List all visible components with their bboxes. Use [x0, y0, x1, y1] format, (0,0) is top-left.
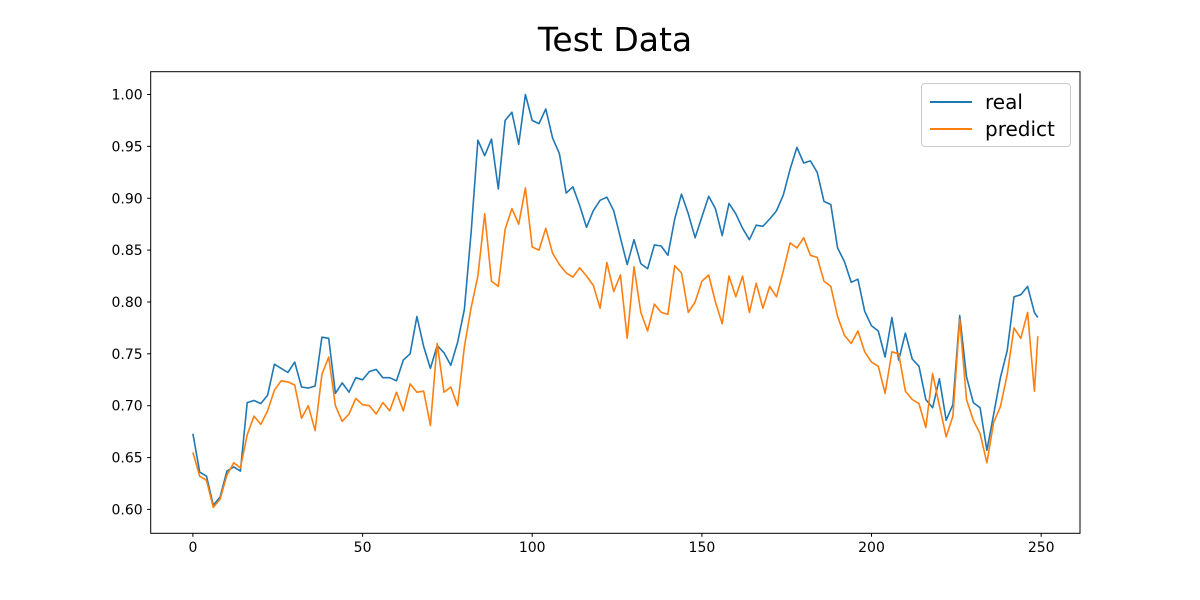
y-axis-tick-label: 0.70 — [112, 399, 143, 415]
legend-line-sample-real — [930, 100, 972, 103]
x-axis-tick-label: 50 — [354, 540, 372, 556]
legend-label-real: real — [985, 89, 1023, 114]
y-axis-tick-label: 1.00 — [112, 88, 143, 104]
y-axis-tick-label: 0.85 — [112, 243, 143, 259]
legend: real predict — [921, 83, 1071, 147]
legend-item-real: real — [930, 92, 1060, 112]
y-axis-tick-label: 0.65 — [112, 451, 143, 467]
legend-item-predict: predict — [930, 119, 1060, 139]
x-axis-tick-label: 200 — [858, 540, 885, 556]
x-axis-tick-label: 250 — [1028, 540, 1055, 556]
series-real-line — [192, 93, 1039, 507]
legend-label-predict: predict — [985, 116, 1055, 141]
y-axis-tick-label: 0.80 — [112, 295, 143, 311]
x-axis-tick-label: 0 — [188, 540, 197, 556]
legend-line-sample-predict — [930, 127, 972, 130]
axes-border — [150, 71, 1081, 534]
chart-title: Test Data — [537, 20, 693, 59]
x-axis-tick-label: 100 — [519, 540, 546, 556]
x-axis-tick-label: 150 — [689, 540, 716, 556]
series-predict-line — [192, 187, 1039, 509]
y-axis-tick-label: 0.60 — [112, 502, 143, 518]
y-axis-tick-label: 0.90 — [112, 191, 143, 207]
y-axis-tick-label: 0.95 — [112, 139, 143, 155]
y-axis-tick-label: 0.75 — [112, 347, 143, 363]
